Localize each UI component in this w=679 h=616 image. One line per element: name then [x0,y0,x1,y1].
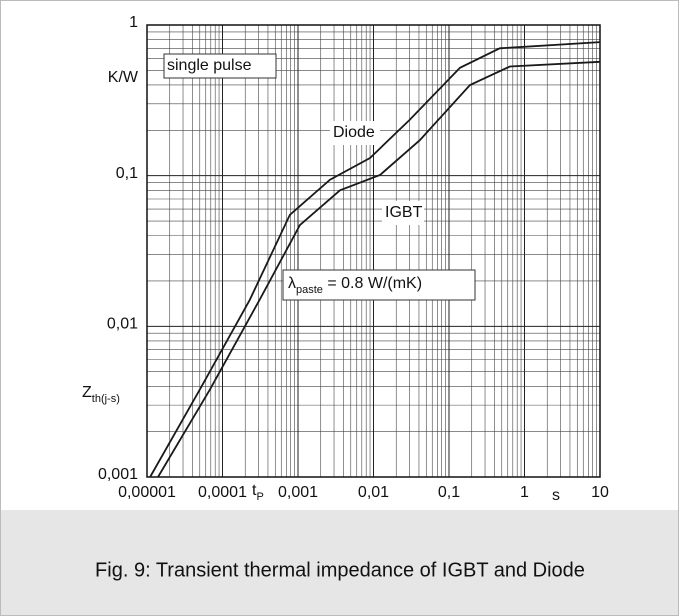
x-tick-label: 0,0001 [198,484,247,501]
x-tick-label: 0,00001 [118,484,176,501]
y-axis-label: Zth(j-s) [82,384,120,405]
caption: Fig. 9: Transient thermal impedance of I… [95,559,585,581]
series-label: Diode [333,124,375,141]
y-tick-label: 0,01 [107,316,138,333]
x-tick-label: 0,1 [438,484,460,501]
series-line [157,60,601,478]
y-unit-label: K/W [108,69,139,86]
caption-box [1,510,678,615]
y-tick-label: 0,1 [116,165,138,182]
x-tick-label: 10 [591,484,609,501]
series-label: IGBT [385,204,423,221]
lambda-note-bg [282,269,476,301]
y-axis-label-main: Z [82,384,92,401]
plot: 0,00001 0,0001 0,001 0,01 0,1 1 10 0,001 0,01 0,1… [82,14,609,504]
x-axis-label: tP [252,482,264,503]
y-tick-label: 0,001 [98,466,138,483]
series-label-bg [330,121,380,145]
lambda-note: λpaste = 0.8 W/(mK) [288,275,422,296]
x-tick-label: 1 [520,484,529,501]
series-line [149,41,601,478]
series-label-bg [382,201,424,225]
annotation-bg [163,53,277,79]
x-axis-label-main: t [252,482,257,499]
lambda-rest: = 0.8 W/(mK) [323,275,422,292]
annotation: single pulse [167,57,252,74]
x-tick-label: 0,01 [358,484,389,501]
lambda-sub: paste [296,284,323,296]
x-unit-label: s [552,487,560,504]
y-tick-label: 1 [129,14,138,31]
plot-frame [146,24,601,478]
lambda-symbol: λ [288,275,296,292]
x-tick-label: 0,001 [278,484,318,501]
x-axis-label-sub: P [256,491,263,503]
y-axis-label-sub: th(j-s) [92,393,120,405]
